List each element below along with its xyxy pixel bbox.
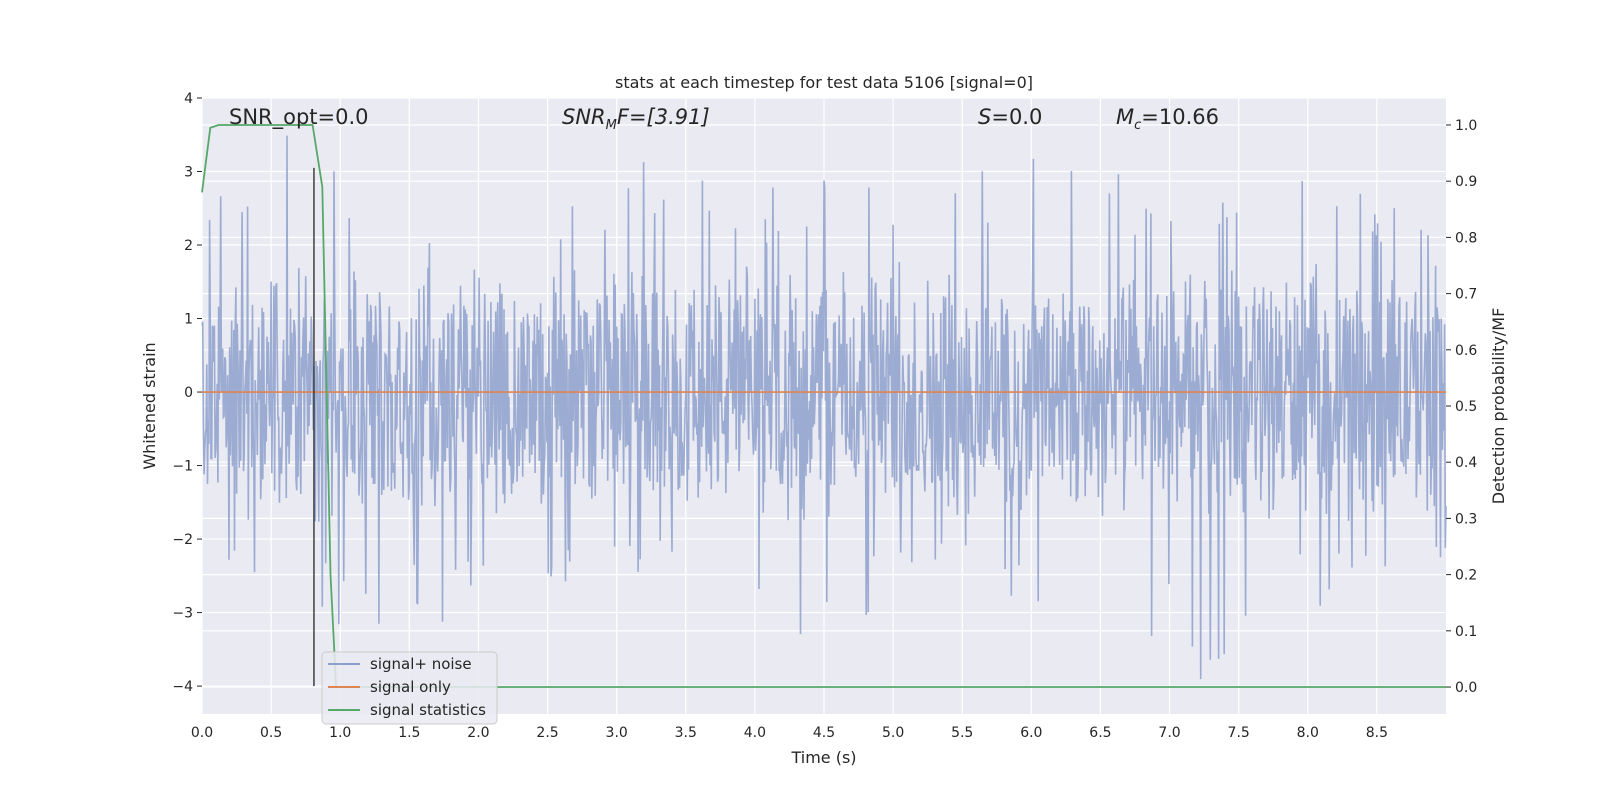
- x-tick-label: 6.5: [1089, 725, 1111, 741]
- y2-tick-label: 0.1: [1455, 624, 1477, 640]
- y-tick-label: −2: [172, 532, 193, 548]
- signal-noise-line: [201, 135, 1447, 680]
- y2-axis-ticks: 0.0 0.1 0.2 0.3 0.4 0.5 0.6 0.7 0.8 0.9 1.0: [1446, 118, 1477, 696]
- y-tick-label: −1: [172, 459, 193, 475]
- y-tick-label: 4: [184, 91, 193, 107]
- x-axis-label: Time (s): [790, 748, 856, 767]
- annotation-mc-rest: =10.66: [1141, 105, 1219, 129]
- y2-tick-label: 0.9: [1455, 174, 1477, 190]
- x-tick-label: 7.5: [1228, 725, 1250, 741]
- legend: signal+ noise signal only signal statist…: [321, 651, 498, 725]
- y2-tick-label: 0.0: [1455, 680, 1477, 696]
- legend-label-signal-statistics: signal statistics: [370, 701, 486, 719]
- y2-tick-label: 0.5: [1455, 399, 1477, 415]
- y2-axis-label: Detection probability/MF: [1489, 308, 1508, 505]
- legend-label-signal-only: signal only: [370, 678, 451, 696]
- y-axis-ticks: −4 −3 −2 −1 0 1 2 3 4: [172, 91, 202, 695]
- x-tick-label: 8.5: [1366, 725, 1388, 741]
- y-tick-label: 2: [184, 238, 193, 254]
- x-tick-label: 5.5: [951, 725, 973, 741]
- y-axis-label: Whitened strain: [140, 342, 159, 469]
- x-tick-label: 1.5: [398, 725, 420, 741]
- annotation-snr-mf-sub: M: [606, 118, 617, 133]
- x-tick-label: 5.0: [882, 725, 904, 741]
- x-tick-label: 0.0: [191, 725, 213, 741]
- series-signal-noise: [201, 135, 1447, 680]
- x-tick-label: 3.5: [675, 725, 697, 741]
- x-tick-label: 4.5: [813, 725, 835, 741]
- x-tick-label: 7.0: [1158, 725, 1180, 741]
- annotation-snr-opt: SNR_opt=0.0: [229, 105, 369, 130]
- x-tick-label: 6.0: [1020, 725, 1042, 741]
- annotations: SNR_opt=0.0 SNRMF=[3.91] S=0.0 Mc=10.66: [229, 105, 1219, 133]
- y2-tick-label: 0.8: [1455, 230, 1477, 246]
- annotation-snr-mf-rest: F=[3.91]: [617, 105, 710, 129]
- annotation-s-rest: =0.0: [991, 105, 1042, 129]
- annotation-s-base: S: [978, 105, 991, 129]
- x-tick-label: 4.0: [744, 725, 766, 741]
- annotation-mc-base: M: [1116, 105, 1134, 129]
- annotation-mc: Mc=10.66: [1116, 105, 1219, 133]
- y2-tick-label: 0.2: [1455, 568, 1477, 584]
- annotation-mc-sub: c: [1134, 118, 1141, 133]
- x-tick-label: 2.0: [467, 725, 489, 741]
- x-tick-label: 8.0: [1297, 725, 1319, 741]
- annotation-snr-mf-base: SNR: [562, 105, 606, 129]
- y-tick-label: 0: [184, 385, 193, 401]
- annotation-s: S=0.0: [978, 105, 1042, 129]
- y-tick-label: 1: [184, 312, 193, 328]
- y-tick-label: 3: [184, 165, 193, 181]
- y-tick-label: −3: [172, 606, 193, 622]
- legend-label-signal-noise: signal+ noise: [370, 655, 472, 673]
- legend-box: [321, 651, 498, 725]
- x-tick-label: 2.5: [536, 725, 558, 741]
- x-tick-label: 3.0: [606, 725, 628, 741]
- x-axis-ticks: 0.0 0.5 1.0 1.5 2.0 2.5 3.0 3.5 4.0 4.5 5.0 5.5 6.0 6…: [191, 725, 1388, 741]
- y2-tick-label: 0.3: [1455, 511, 1477, 527]
- x-tick-label: 1.0: [329, 725, 351, 741]
- chart-title: stats at each timestep for test data 510…: [615, 73, 1033, 92]
- annotation-snr-mf: SNRMF=[3.91]: [562, 105, 710, 133]
- y2-tick-label: 0.6: [1455, 343, 1477, 359]
- x-tick-label: 0.5: [260, 725, 282, 741]
- y2-tick-label: 0.4: [1455, 455, 1477, 471]
- y2-tick-label: 1.0: [1455, 118, 1477, 134]
- y2-tick-label: 0.7: [1455, 287, 1477, 303]
- y-tick-label: −4: [172, 679, 193, 695]
